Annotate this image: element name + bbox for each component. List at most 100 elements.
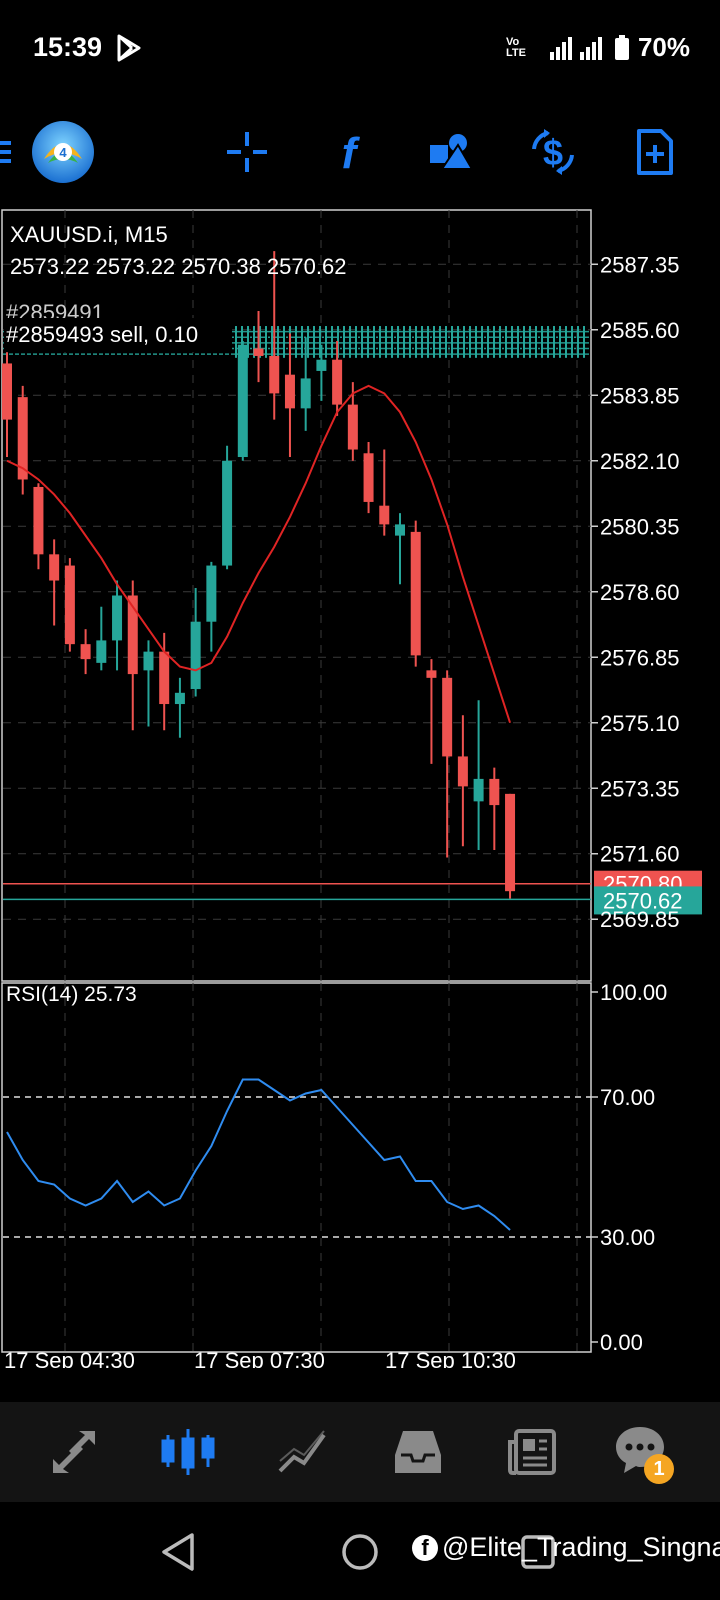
candle-body — [347, 404, 358, 450]
nav-quotes[interactable] — [34, 1412, 114, 1492]
candle-body — [96, 640, 107, 663]
play-store-icon — [117, 34, 141, 62]
quotes-arrows-icon — [53, 1431, 95, 1473]
candle-body — [505, 793, 516, 892]
price-tick-label: 2575.10 — [600, 711, 680, 736]
price-tick-label: 2573.35 — [600, 776, 680, 801]
chat-badge: 1 — [644, 1454, 674, 1484]
rsi-tick-label: 70.00 — [600, 1085, 655, 1110]
nav-news[interactable] — [492, 1412, 572, 1492]
inbox-history-icon — [395, 1431, 441, 1473]
rsi-label: RSI(14) 25.73 — [6, 983, 137, 1006]
rsi-axis: 100.00 70.00 30.00 0.00 — [591, 980, 667, 1355]
status-time: 15:39 — [33, 32, 103, 62]
candles — [2, 251, 516, 899]
candle-body — [426, 670, 437, 678]
candle-body — [33, 486, 44, 555]
chart-toolbar: 4 f $ — [0, 110, 720, 194]
candle-body — [222, 460, 233, 566]
price-tick-label: 2587.35 — [600, 252, 680, 277]
candle-body — [64, 565, 75, 645]
candle-body — [473, 778, 484, 802]
rsi-tick-label: 30.00 — [600, 1225, 655, 1250]
candle-body — [237, 344, 248, 458]
candle-body — [17, 397, 28, 480]
nav-chart[interactable] — [148, 1412, 228, 1492]
candle-body — [410, 531, 421, 656]
price-tick-label: 2569.85 — [600, 907, 680, 932]
price-tick-label: 2583.85 — [600, 383, 680, 408]
price-tick-label: 2582.10 — [600, 449, 680, 474]
candle-body — [2, 363, 12, 420]
time-tick-label: 17 Sep 07:30 — [194, 1348, 325, 1368]
price-axis: 2587.35 2585.60 2583.85 2582.10 2580.35 2578.… — [591, 252, 680, 932]
news-icon — [508, 1429, 556, 1475]
candle-body — [284, 374, 295, 409]
bid-tag — [594, 886, 702, 915]
crosshair-button[interactable] — [212, 110, 282, 194]
candle-body — [206, 565, 217, 622]
battery-level: 70% — [637, 32, 690, 62]
watermark: f @Elite_Trading_Singnal — [412, 1532, 720, 1563]
rsi-tick-label: 100.00 — [600, 980, 667, 1005]
time-tick-label: 17 Sep 10:30 — [385, 1348, 516, 1368]
bottom-navigation: 1 — [0, 1402, 720, 1502]
trade-chart-icon — [278, 1430, 326, 1473]
nav-history[interactable] — [378, 1412, 458, 1492]
objects-button[interactable] — [416, 110, 486, 194]
network-label: Vo LTE — [505, 35, 526, 59]
candlestick-chart-icon — [161, 1429, 215, 1475]
ohlc-label: 2573.22 2573.22 2570.38 2570.62 — [10, 254, 346, 279]
app-logo-button[interactable]: 4 — [28, 110, 98, 194]
candle-body — [174, 692, 185, 705]
price-tick-label: 2580.35 — [600, 514, 680, 539]
candle-body — [253, 348, 264, 356]
recents-icon[interactable] — [520, 1534, 556, 1570]
candle-body — [143, 651, 154, 671]
price-tick-label: 2585.60 — [600, 318, 680, 343]
status-indicators: Vo LTE 70% — [506, 32, 690, 63]
metatrader-logo-icon: 4 — [32, 121, 94, 183]
new-order-button[interactable] — [620, 110, 690, 194]
menu-button[interactable] — [0, 110, 28, 194]
price-tick-label: 2578.60 — [600, 580, 680, 605]
chart-grid — [3, 210, 591, 1352]
price-chart-area[interactable]: 2570.80 2570.62 2587.35 2585.60 2583.85 2582… — [0, 208, 720, 1373]
price-pane-frame — [1, 209, 592, 982]
svg-text:$: $ — [543, 132, 563, 173]
candle-body — [127, 595, 138, 675]
battery-icon — [614, 34, 629, 60]
candle-body — [332, 359, 343, 405]
candle-body — [49, 554, 60, 581]
candle-body — [379, 505, 390, 525]
home-icon[interactable] — [341, 1533, 379, 1571]
rsi-line — [6, 1078, 511, 1231]
candle-body — [457, 756, 468, 787]
candle-body — [300, 378, 311, 409]
nav-trade[interactable] — [262, 1412, 342, 1492]
time-axis: 17 Sep 04:30 17 Sep 07:30 17 Sep 10:30 — [4, 1348, 516, 1373]
candle-body — [363, 453, 374, 502]
candle-body — [80, 644, 91, 660]
price-tick-label: 2571.60 — [600, 842, 680, 867]
signal-icon — [549, 36, 602, 60]
moving-average — [6, 384, 511, 724]
svg-text:4: 4 — [59, 145, 67, 160]
symbol-label: XAUUSD.i, M15 — [10, 222, 168, 247]
trade-button[interactable]: $ — [518, 110, 588, 194]
system-navigation-bar — [0, 1502, 720, 1600]
crosshair-icon — [227, 132, 267, 172]
order-label[interactable]: #2859493 sell, 0.10 — [6, 322, 198, 347]
status-bar: 15:39 Vo LTE 70% — [0, 0, 720, 96]
indicators-button[interactable]: f — [314, 110, 384, 194]
candle-body — [442, 677, 453, 757]
back-icon[interactable] — [160, 1532, 196, 1572]
time-tick-label: 17 Sep 04:30 — [4, 1348, 135, 1368]
nav-chat[interactable]: 1 — [604, 1412, 684, 1492]
bid-tag-label: 2570.62 — [603, 888, 683, 913]
rsi-tick-label: 0.00 — [600, 1330, 643, 1355]
candle-body — [395, 524, 405, 536]
objects-icon — [430, 134, 474, 170]
